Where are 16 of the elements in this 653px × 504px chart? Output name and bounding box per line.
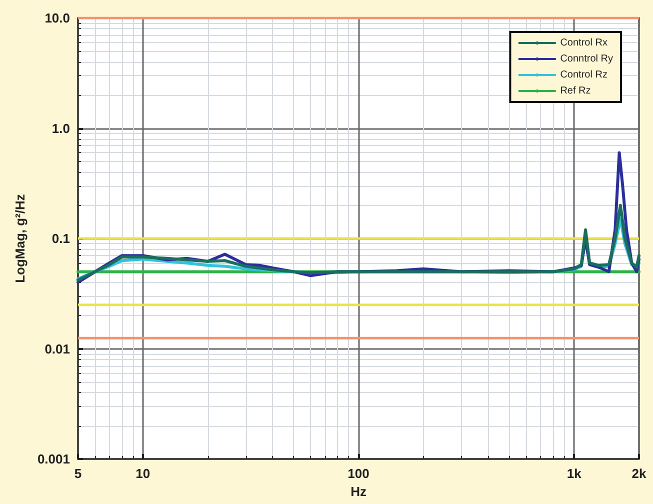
y-tick-label: 0.01: [44, 341, 70, 356]
y-tick-label: 1.0: [52, 120, 70, 136]
y-tick-label: 0.1: [52, 231, 70, 246]
x-tick-label: 5: [74, 466, 82, 481]
x-tick-label: 2k: [632, 466, 647, 481]
legend-label: Control Rx: [560, 38, 608, 48]
x-axis-title: Hz: [350, 484, 367, 499]
x-tick-label: 10: [136, 466, 150, 481]
x-tick-label: 1k: [566, 466, 582, 481]
legend-label: Ref Rz: [560, 86, 591, 96]
legend-label: Conntrol Ry: [560, 54, 614, 64]
y-tick-label: 10.0: [44, 10, 70, 26]
y-axis-title: LogMag, g²/Hz: [12, 194, 28, 283]
x-tick-label: 100: [348, 466, 370, 481]
y-tick-label: 0.001: [37, 452, 70, 466]
legend-label: Control Rz: [560, 70, 608, 80]
